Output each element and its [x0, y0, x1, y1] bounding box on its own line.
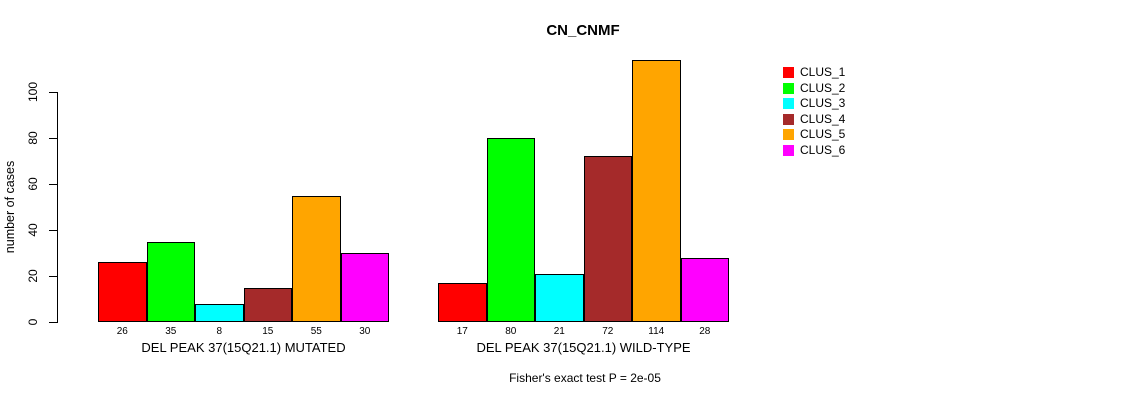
bar-value-label: 17	[456, 326, 468, 337]
legend-label: CLUS_3	[800, 96, 846, 111]
legend-label: CLUS_5	[800, 127, 846, 142]
bar-value-label: 15	[262, 326, 274, 337]
bar-value-label: 30	[359, 326, 371, 337]
y-tick	[49, 92, 57, 93]
y-tick	[49, 184, 57, 185]
legend-label: CLUS_2	[800, 80, 846, 95]
group-label: DEL PEAK 37(15Q21.1) WILD-TYPE	[476, 340, 691, 355]
bar-clus_5-group1	[292, 195, 341, 322]
y-axis-line	[57, 92, 58, 323]
bar-value-label: 8	[216, 326, 223, 337]
y-tick-label: 100	[26, 81, 40, 103]
y-axis-label: number of cases	[3, 160, 17, 254]
legend-swatch	[783, 82, 794, 94]
bar-clus_6-group1	[340, 253, 389, 322]
legend-label: CLUS_1	[800, 65, 846, 80]
bar-clus_6-group2	[680, 257, 729, 322]
bar-value-label: 35	[165, 326, 177, 337]
y-tick-label: 20	[26, 269, 40, 283]
legend-swatch	[783, 129, 794, 141]
group-label: DEL PEAK 37(15Q21.1) MUTATED	[141, 340, 346, 355]
legend-label: CLUS_4	[800, 111, 846, 126]
chart-title: CN_CNMF	[546, 22, 620, 39]
bar-value-label: 114	[648, 326, 665, 337]
bar-clus_3-group1	[195, 303, 244, 322]
bar-clus_4-group2	[583, 156, 632, 322]
y-tick-label: 80	[26, 131, 40, 145]
bar-value-label: 55	[310, 326, 322, 337]
legend-swatch	[783, 113, 794, 125]
legend-item-clus_2: CLUS_2	[783, 81, 845, 97]
legend-swatch	[783, 144, 794, 156]
y-tick-label: 60	[26, 177, 40, 191]
y-tick	[49, 276, 57, 277]
bar-value-label: 28	[699, 326, 711, 337]
bar-clus_1-group2	[438, 282, 487, 322]
legend-item-clus_6: CLUS_6	[783, 143, 845, 159]
bar-clus_3-group2	[535, 273, 584, 322]
legend-swatch	[783, 67, 794, 79]
legend-item-clus_3: CLUS_3	[783, 96, 845, 112]
legend-item-clus_1: CLUS_1	[783, 65, 845, 81]
fisher-test-annotation: Fisher's exact test P = 2e-05	[509, 371, 661, 385]
bar-value-label: 80	[505, 326, 517, 337]
bar-clus_4-group1	[243, 287, 292, 322]
bar-value-label: 72	[602, 326, 614, 337]
legend-swatch	[783, 98, 794, 110]
bar-clus_2-group1	[146, 241, 195, 322]
bar-clus_1-group1	[98, 262, 147, 322]
y-tick	[49, 138, 57, 139]
y-tick-label: 40	[26, 223, 40, 237]
legend: CLUS_1 CLUS_2 CLUS_3 CLUS_4 CLUS_5 CLUS_6	[783, 65, 845, 158]
bar-clus_5-group2	[632, 59, 681, 322]
bar-value-label: 26	[116, 326, 128, 337]
y-tick	[49, 230, 57, 231]
y-tick	[49, 322, 57, 323]
legend-item-clus_4: CLUS_4	[783, 112, 845, 128]
bar-value-label: 21	[553, 326, 565, 337]
bar-clus_2-group2	[486, 138, 535, 322]
legend-label: CLUS_6	[800, 142, 846, 157]
legend-item-clus_5: CLUS_5	[783, 127, 845, 143]
y-tick-label: 0	[26, 318, 40, 326]
